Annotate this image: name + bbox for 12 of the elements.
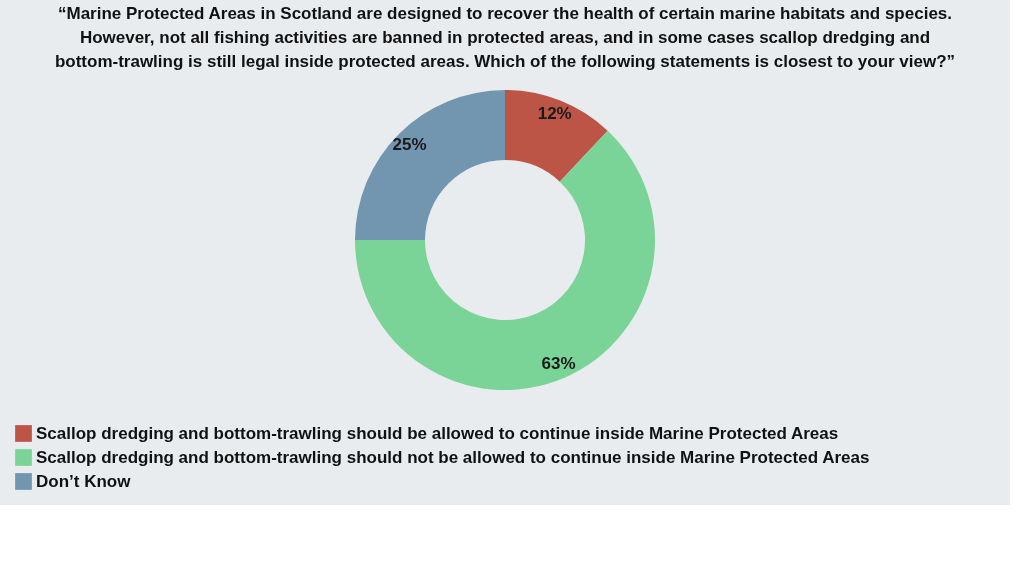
text: “Marine Protected Areas in Scotland are designed to recover the health of certain marine habitats and species.	[57, 4, 953, 23]
legend-label: Scallop dredging and bottom-trawling should not be allowed to continue inside Marine Protected Areas	[36, 447, 870, 467]
data-label: 25%	[392, 134, 427, 154]
donut-slice	[355, 90, 505, 240]
donut-slice	[505, 90, 608, 182]
donut-slice	[355, 130, 655, 390]
data-label: 12%	[537, 104, 572, 124]
legend-label: Don’t Know	[36, 471, 132, 491]
text: However, not all fishing activities are banned in protected areas, and in some cases scallop dredging and	[79, 28, 931, 47]
text: bottom-trawling is still legal inside protected areas. Which of the following statements is closest to your view?”	[54, 52, 956, 71]
legend-label: Scallop dredging and bottom-trawling should be allowed to continue inside Marine Protected Areas	[36, 423, 839, 443]
data-label: 63%	[541, 353, 576, 373]
